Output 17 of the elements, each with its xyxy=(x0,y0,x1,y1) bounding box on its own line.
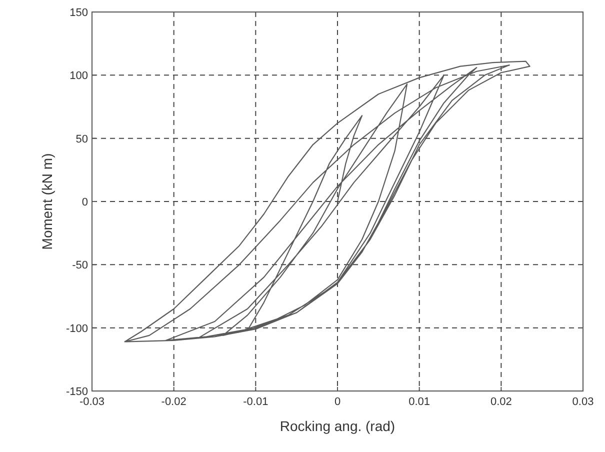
x-tick-label: -0.02 xyxy=(161,396,186,408)
x-tick-label: 0 xyxy=(334,396,341,408)
y-tick-label: -100 xyxy=(66,322,88,335)
x-tick-label: -0.03 xyxy=(79,396,105,408)
x-axis-title: Rocking ang. (rad) xyxy=(280,418,396,434)
x-tick-label: -0.01 xyxy=(243,396,268,408)
y-tick-label: 0 xyxy=(82,196,88,208)
line-series xyxy=(124,60,530,342)
x-tick-label: 0.01 xyxy=(408,396,430,408)
x-tick-label: 0.02 xyxy=(490,396,512,408)
y-tick-label: 50 xyxy=(76,133,88,146)
y-tick-label: 100 xyxy=(70,70,88,82)
x-tick-label: 0.03 xyxy=(572,396,594,408)
y-axis-title: Moment (kN m) xyxy=(39,153,55,250)
y-tick-label: -50 xyxy=(72,260,88,272)
y-tick-label: -150 xyxy=(66,386,88,398)
y-tick-label: 150 xyxy=(70,7,88,19)
